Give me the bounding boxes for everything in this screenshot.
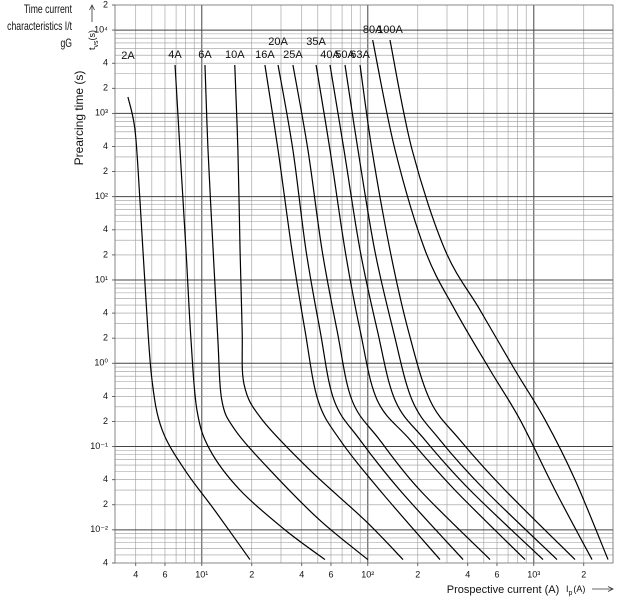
fuse-curve (344, 64, 558, 560)
y-tick-label: 10³ (95, 108, 108, 118)
x-tick-label: 2 (249, 569, 254, 579)
y-tick-label: 10⁻² (90, 524, 108, 534)
chart-title: Time current characteristics I/t gG (7, 2, 73, 50)
fuse-curve (234, 64, 404, 560)
curve-label: 80A (363, 24, 383, 36)
fuse-curve (372, 39, 593, 560)
curve-label: 6A (198, 49, 212, 61)
curve-label: 20A (268, 36, 288, 48)
fuse-curve (204, 64, 369, 561)
x-symbol-sub: p (569, 590, 573, 597)
y-tick-label: 2 (103, 0, 108, 9)
y-symbol-sub: vs (93, 40, 100, 48)
y-tick-label: 4 (103, 474, 108, 484)
fuse-curve (329, 64, 544, 560)
x-tick-label: 4 (465, 569, 470, 579)
x-tick-label: 2 (581, 569, 586, 579)
y-tick-label: 4 (103, 391, 108, 401)
x-tick-label: 10¹ (195, 569, 208, 579)
curve-label: 100A (377, 24, 403, 36)
fuse-curve (174, 64, 326, 561)
y-tick-label: 2 (103, 333, 108, 343)
curve-label: 16A (255, 49, 275, 61)
x-symbol: Ip(A) (566, 584, 585, 596)
y-tick-label: 2 (103, 166, 108, 176)
x-arrow-head (607, 586, 614, 592)
y-tick-label: 4 (103, 141, 108, 151)
plot-frame (114, 4, 614, 564)
y-tick-label: 2 (103, 249, 108, 259)
x-tick-label: 10² (361, 569, 374, 579)
curve-label: 25A (283, 49, 303, 61)
x-tick-label: 6 (494, 569, 499, 579)
curve-label: 63A (350, 49, 370, 61)
x-tick-label: 4 (299, 569, 304, 579)
y-symbol-main: t (87, 47, 97, 50)
curve-label: 4A (168, 49, 182, 61)
y-tick-label: 10⁻¹ (90, 441, 108, 451)
y-symbol-unit: (s) (87, 30, 97, 41)
x-tick-label: 6 (162, 569, 167, 579)
curve-label: 40A (320, 49, 340, 61)
y-symbol: tvs(s) (87, 30, 99, 50)
y-tick-label: 10⁰ (94, 358, 108, 368)
curve-label: 50A (335, 49, 355, 61)
x-tick-label: 2 (415, 569, 420, 579)
y-tick-label: 4 (103, 224, 108, 234)
fuse-curve (292, 64, 491, 560)
x-axis-label: Prospective current (A) (447, 584, 559, 596)
grid (114, 4, 614, 564)
y-tick-label: 10⁴ (94, 24, 108, 34)
y-arrow-head (89, 4, 95, 11)
y-tick-label: 4 (103, 557, 108, 567)
x-symbol-main: I (566, 584, 569, 594)
y-tick-label: 2 (103, 83, 108, 93)
fuse-curve (315, 64, 526, 560)
fuse-curve (264, 64, 441, 560)
x-tick-label: 6 (328, 569, 333, 579)
y-tick-label: 10¹ (95, 274, 108, 284)
y-tick-label: 10² (95, 191, 108, 201)
x-tick-label: 4 (133, 569, 138, 579)
curve-label: 35A (306, 36, 326, 48)
x-tick-label: 10³ (527, 569, 540, 579)
x-symbol-unit: (A) (573, 584, 585, 594)
y-tick-label: 4 (103, 307, 108, 317)
y-tick-label: 2 (103, 499, 108, 509)
fuse-curve (389, 39, 609, 560)
y-tick-label: 2 (103, 416, 108, 426)
fuse-curve (127, 96, 251, 560)
curve-label: 2A (121, 50, 135, 62)
fuse-curve (277, 64, 464, 560)
fuse-curve (359, 64, 576, 560)
y-tick-label: 4 (103, 58, 108, 68)
curve-label: 10A (225, 49, 245, 61)
y-axis-label: Prearcing time (s) (72, 71, 86, 166)
